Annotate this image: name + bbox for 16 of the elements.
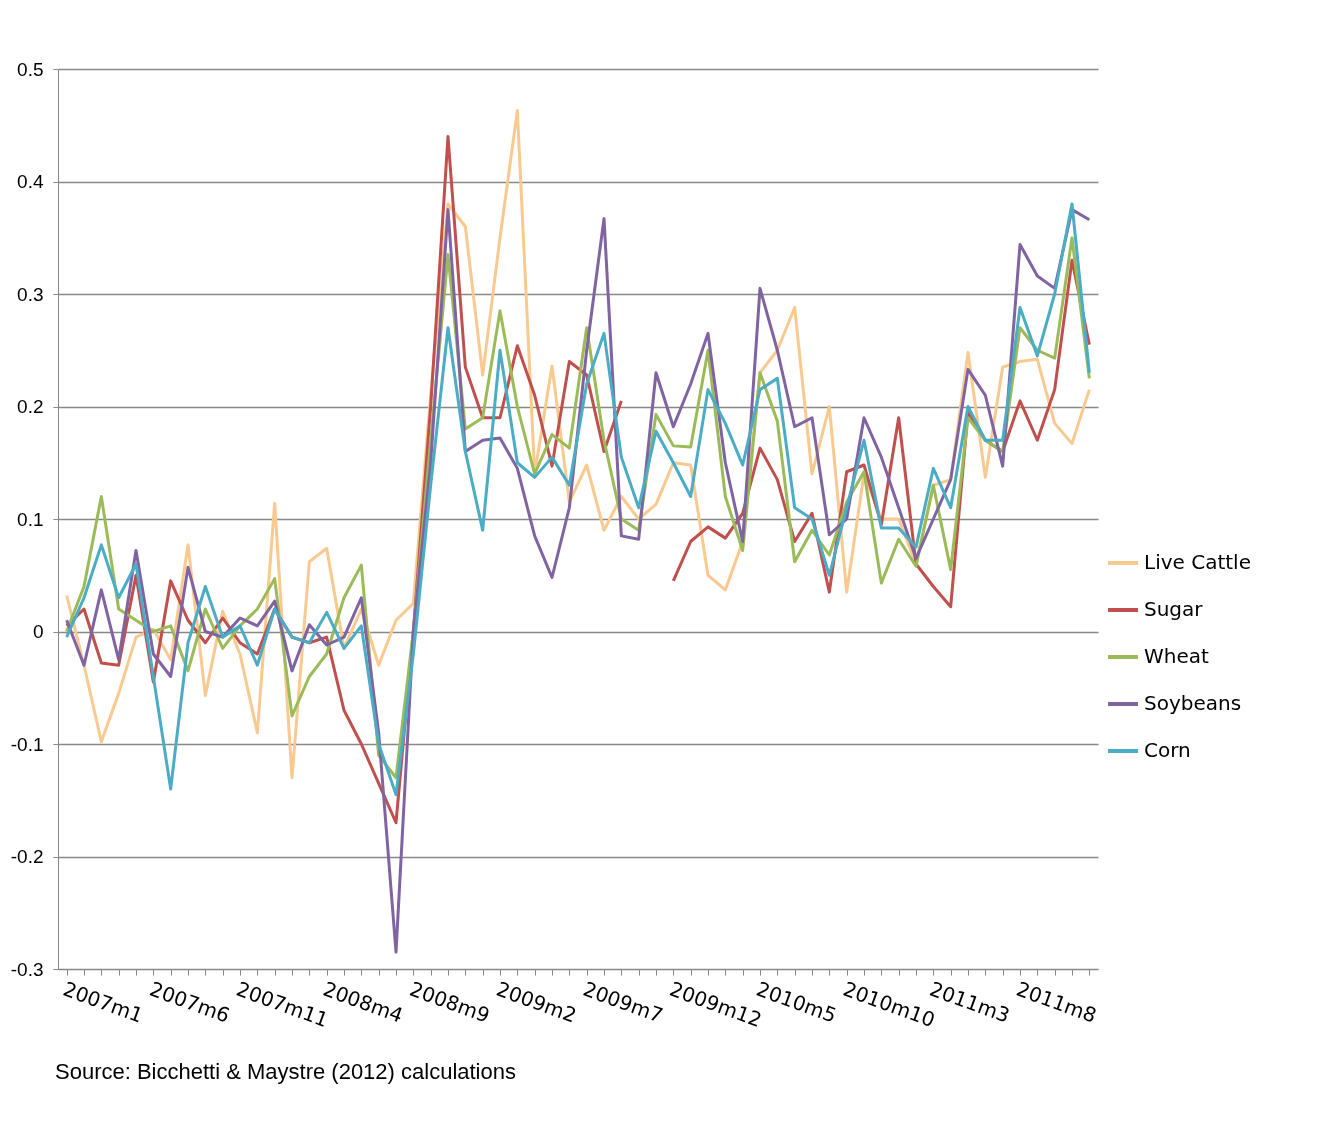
y-tick-label: -0.1	[10, 733, 44, 755]
source-note: Source: Bicchetti & Maystre (2012) calculations	[55, 1059, 517, 1085]
y-tick-label: 0.1	[17, 508, 44, 530]
y-tick-label: 0.4	[17, 171, 44, 192]
line-series	[65, 208, 1091, 954]
y-tick-label: 0.3	[17, 283, 44, 305]
legend-label: Sugar	[1144, 597, 1204, 621]
legend-label: Soybeans	[1144, 691, 1242, 715]
y-tick-label: 0.5	[17, 58, 44, 80]
legend-label: Live Cattle	[1144, 550, 1251, 574]
legend-label: Corn	[1144, 738, 1191, 762]
y-tick-label: -0.3	[10, 958, 44, 980]
y-tick-label: -0.2	[10, 846, 44, 867]
y-tick-label: 0.2	[17, 396, 44, 417]
legend-label: Wheat	[1144, 644, 1210, 668]
y-tick-label: 0	[32, 621, 44, 642]
